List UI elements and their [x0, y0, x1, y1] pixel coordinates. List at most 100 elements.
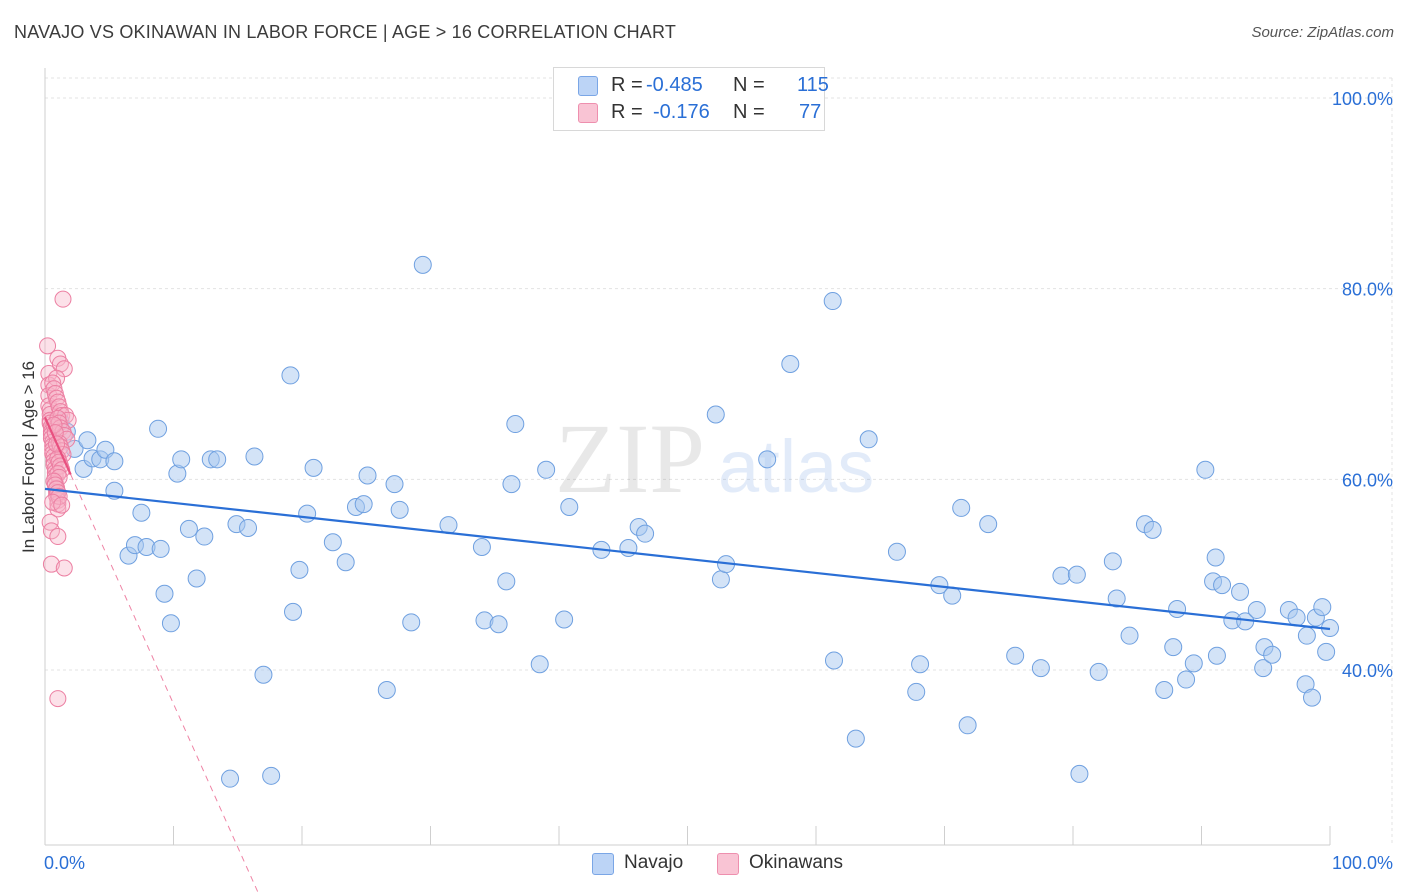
navajo-point: [502, 475, 521, 494]
navajo-point: [385, 475, 404, 494]
navajo-point: [1031, 659, 1050, 678]
navajo-point: [706, 405, 725, 424]
navajo-point: [284, 602, 303, 621]
navajo-point: [239, 518, 258, 537]
navajo-point: [560, 497, 579, 516]
watermark-zip: ZIP: [555, 403, 705, 514]
chart-title: NAVAJO VS OKINAWAN IN LABOR FORCE | AGE …: [14, 22, 677, 42]
navajo-point: [1103, 552, 1122, 571]
navajo-point: [179, 519, 198, 538]
y-tick-label: 40.0%: [1342, 661, 1393, 681]
okinawan-point: [39, 337, 57, 355]
navajo-point: [1317, 642, 1336, 661]
navajo-point: [78, 431, 97, 450]
navajo-point: [1287, 608, 1306, 627]
navajo-point: [1303, 688, 1322, 707]
y-tick-label: 100.0%: [1332, 89, 1393, 109]
x-tick-label-min: 0.0%: [44, 853, 85, 873]
navajo-point: [636, 524, 655, 543]
navajo-point: [846, 729, 865, 748]
source-label: Source: ZipAtlas.com: [1251, 24, 1394, 41]
okinawan-legend-swatch: [717, 853, 739, 875]
navajo-point: [1168, 599, 1187, 618]
navajo-point: [1107, 589, 1126, 608]
navajo-point: [377, 681, 396, 700]
navajo-point: [1120, 626, 1139, 645]
navajo-point: [979, 515, 998, 534]
navajo-legend-swatch: [592, 853, 614, 875]
navajo-point: [530, 655, 549, 674]
navajo-n-value: 115: [797, 74, 829, 96]
okinawan-swatch: [578, 103, 598, 123]
navajo-point: [161, 614, 180, 633]
trend-lines: [43, 416, 1331, 892]
navajo-point: [1254, 659, 1273, 678]
navajo-point: [354, 495, 373, 514]
navajo-point: [1247, 600, 1266, 619]
navajo-legend-label: Navajo: [624, 852, 684, 873]
navajo-point: [907, 682, 926, 701]
navajo-point: [1263, 645, 1282, 664]
navajo-point: [402, 613, 421, 632]
navajo-point: [149, 419, 168, 438]
navajo-point: [390, 500, 409, 519]
navajo-point: [1067, 565, 1086, 584]
navajo-point: [221, 769, 240, 788]
navajo-trend-line: [44, 487, 1331, 631]
navajo-point: [781, 354, 800, 373]
navajo-point: [1231, 582, 1250, 601]
navajo-point: [155, 584, 174, 603]
navajo-point: [911, 655, 930, 674]
navajo-point: [943, 586, 962, 605]
navajo-point: [298, 504, 317, 523]
navajo-point: [824, 651, 843, 670]
y-tick-label: 80.0%: [1342, 280, 1393, 300]
navajo-point: [1164, 638, 1183, 657]
navajo-point: [1196, 460, 1215, 479]
watermark-atlas: atlas: [718, 425, 874, 508]
navajo-point: [887, 542, 906, 561]
navajo-point: [151, 539, 170, 558]
okinawan-point: [49, 528, 67, 546]
navajo-point: [497, 572, 516, 591]
navajo-point: [245, 447, 264, 466]
navajo-point: [823, 292, 842, 311]
okinawan-n-label: N =: [733, 101, 765, 123]
okinawan-r-value: -0.176: [653, 101, 710, 123]
navajo-r-label: R =: [611, 74, 643, 96]
okinawan-point: [41, 513, 59, 531]
navajo-point: [439, 516, 458, 535]
navajo-point: [1297, 626, 1316, 645]
navajo-point: [1006, 646, 1025, 665]
navajo-point: [187, 569, 206, 588]
okinawan-point: [54, 290, 72, 308]
navajo-point: [537, 460, 556, 479]
okinawan-point: [49, 690, 67, 708]
navajo-point: [358, 466, 377, 485]
navajo-point: [1052, 566, 1071, 585]
navajo-point: [952, 498, 971, 517]
navajo-point: [555, 610, 574, 629]
y-tick-label: 60.0%: [1342, 470, 1393, 490]
navajo-point: [304, 458, 323, 477]
okinawan-point: [42, 522, 60, 540]
navajo-point: [105, 452, 124, 471]
navajo-point: [290, 560, 309, 579]
navajo-point: [1213, 576, 1232, 595]
y-axis-title: In Labor Force | Age > 16: [19, 361, 38, 553]
navajo-point: [958, 716, 977, 735]
navajo-point: [1177, 670, 1196, 689]
navajo-point: [254, 665, 273, 684]
navajo-point: [489, 615, 508, 634]
x-tick-label-max: 100.0%: [1332, 853, 1393, 873]
navajo-point: [859, 430, 878, 449]
navajo-point: [262, 766, 281, 785]
navajo-point: [758, 450, 777, 469]
okinawan-r-label: R =: [611, 101, 643, 123]
navajo-point: [413, 255, 432, 274]
navajo-point: [1184, 654, 1203, 673]
navajo-point: [1207, 646, 1226, 665]
navajo-point: [172, 450, 191, 469]
axis-labels: 100.0% 80.0% 60.0% 40.0% 0.0% 100.0% In Labor …: [19, 89, 1393, 873]
